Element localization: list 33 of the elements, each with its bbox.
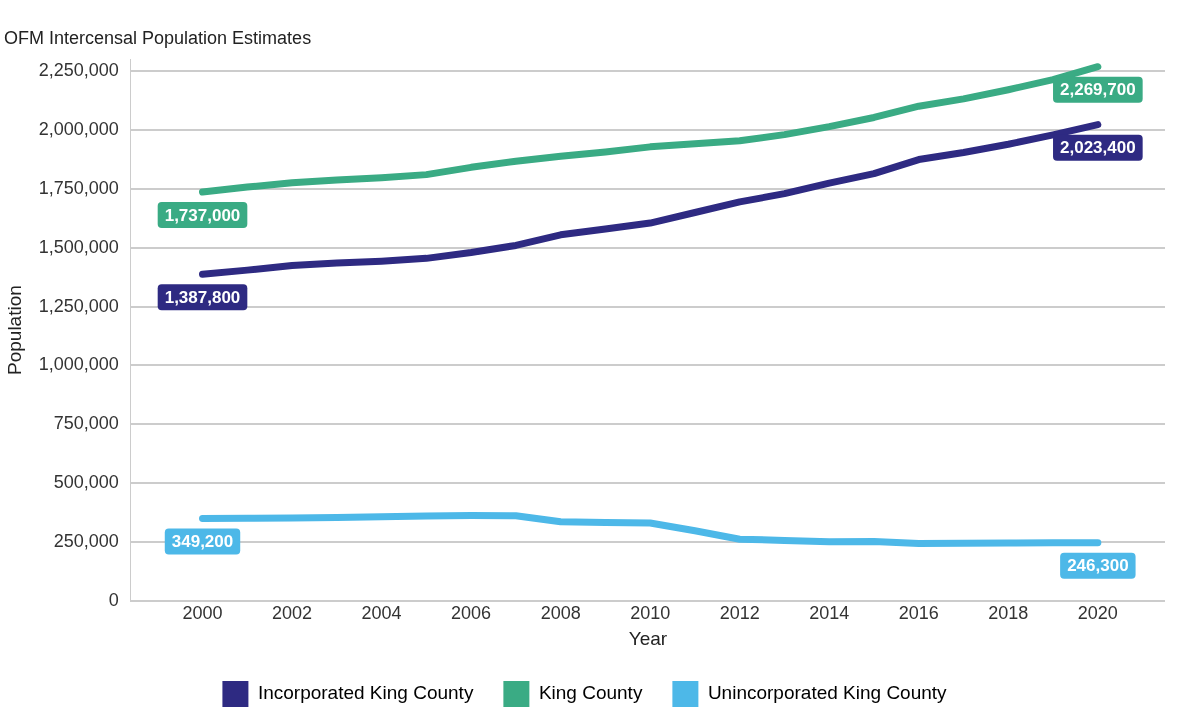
- chart-title: OFM Intercensal Population Estimates: [4, 27, 312, 48]
- x-tick-label: 2014: [809, 603, 850, 624]
- x-tick-label: 2002: [272, 603, 313, 624]
- y-axis-title: Population: [3, 285, 25, 375]
- y-tick-label: 1,750,000: [38, 177, 119, 198]
- x-axis-title: Year: [628, 627, 668, 649]
- data-label: 349,200: [171, 532, 234, 552]
- legend-label: Incorporated King County: [257, 682, 474, 704]
- x-tick-label: 2020: [1077, 603, 1118, 624]
- data-label: 1,387,800: [164, 287, 241, 307]
- data-label: 1,737,000: [164, 205, 241, 225]
- x-tick-label: 2010: [630, 603, 671, 624]
- x-tick-label: 2000: [182, 603, 223, 624]
- x-tick-label: 2018: [988, 603, 1029, 624]
- x-tick-label: 2004: [361, 603, 402, 624]
- data-label: 2,023,400: [1060, 138, 1136, 158]
- legend-label: Unincorporated King County: [707, 682, 948, 704]
- y-tick-label: 250,000: [53, 530, 119, 551]
- data-label: 2,269,700: [1060, 80, 1136, 100]
- y-tick-label: 0: [108, 589, 119, 610]
- y-tick-label: 750,000: [53, 413, 119, 434]
- data-label: 246,300: [1067, 556, 1129, 576]
- x-tick-label: 2016: [898, 603, 939, 624]
- y-tick-label: 1,500,000: [38, 236, 119, 257]
- x-tick-label: 2012: [719, 603, 760, 624]
- legend-label: King County: [538, 682, 643, 704]
- y-tick-label: 1,000,000: [38, 354, 119, 375]
- x-tick-label: 2008: [540, 603, 581, 624]
- x-tick-label: 2006: [451, 603, 492, 624]
- y-tick-label: 1,250,000: [38, 295, 119, 316]
- y-tick-label: 2,000,000: [38, 119, 119, 140]
- y-tick-label: 2,250,000: [38, 60, 119, 81]
- y-tick-label: 500,000: [53, 471, 119, 492]
